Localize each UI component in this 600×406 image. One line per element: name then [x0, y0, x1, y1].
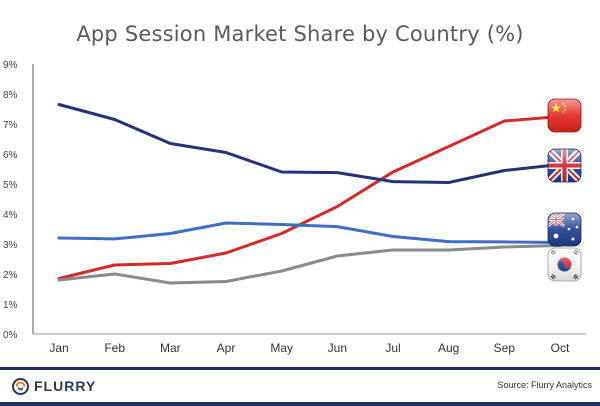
x-tick-label: Aug [438, 341, 459, 355]
flurry-logo[interactable]: FLURRY [12, 377, 96, 395]
line-chart: 0%1%2%3%4%5%6%7%8%9% Jan Feb Mar Apr May Jun J… [3, 60, 586, 355]
y-tick-label: 6% [3, 150, 18, 161]
chart-title: App Session Market Share by Country (%) [76, 22, 524, 46]
uk-flag-icon [548, 149, 581, 182]
y-tick-label: 5% [3, 180, 18, 191]
y-tick-labels: 0% 1% 2% 3% 4% 5% 6% 7% 8% 9% [3, 60, 18, 341]
y-tick-label: 1% [3, 300, 18, 311]
y-tick-label: 0% [3, 330, 18, 341]
y-tick-label: 3% [3, 240, 18, 251]
source-note: Source: Flurry Analytics [497, 380, 592, 390]
x-tick-label: Jan [49, 341, 68, 355]
australia-flag-icon [548, 213, 581, 246]
series-line-china [57, 115, 562, 280]
flurry-logo-icon [12, 377, 29, 395]
series-line-united-kingdom [57, 103, 562, 184]
x-tick-label: Apr [217, 341, 236, 355]
series-line-south-korea [57, 244, 562, 285]
x-tick-label: Sep [494, 341, 516, 355]
y-tick-label: 7% [3, 120, 18, 131]
south-korea-flag-icon [548, 248, 581, 281]
flurry-logo-text: FLURRY [34, 378, 97, 394]
x-tick-label: May [270, 341, 293, 355]
x-tick-label: Feb [104, 341, 125, 355]
x-tick-label: Jun [328, 341, 347, 355]
x-tick-label: Jul [385, 341, 400, 355]
x-tick-labels: Jan Feb Mar Apr May Jun Jul Aug Sep Oct [49, 341, 570, 355]
y-tick-label: 9% [3, 60, 18, 71]
y-tick-label: 2% [3, 270, 18, 281]
y-tick-label: 4% [3, 210, 18, 221]
china-flag-icon [548, 99, 581, 132]
footer-divider [0, 367, 600, 370]
series-line-australia [57, 221, 562, 244]
series-lines [57, 103, 562, 285]
y-tick-label: 8% [3, 90, 18, 101]
footer-bottom-bar [0, 402, 600, 406]
x-tick-label: Mar [160, 341, 181, 355]
x-tick-label: Oct [551, 341, 570, 355]
